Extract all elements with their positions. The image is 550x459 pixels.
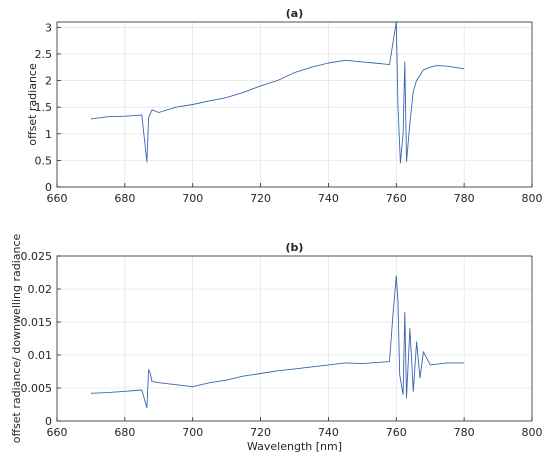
x-tick-label: 760 <box>386 426 407 439</box>
y-tick-label: 0.015 <box>21 316 53 329</box>
x-tick-label: 680 <box>114 192 135 205</box>
y-tick-label: 0 <box>45 415 52 428</box>
x-tick-label: 740 <box>318 426 339 439</box>
y-tick-label: 0.02 <box>28 283 53 296</box>
y-tick-label: 1.5 <box>35 101 53 114</box>
y-tick-label: 3 <box>45 21 52 34</box>
y-axis-label: offset radiance <box>26 63 39 146</box>
y-tick-label: 0.025 <box>21 250 53 263</box>
panel-a-chart: 660 680 700 720 740 760 780 800 0 0.5 1 1.5 2 2.5 3 (a)… <box>26 7 543 205</box>
y-tick-label: 0.005 <box>21 382 53 395</box>
x-tick-label: 660 <box>47 192 68 205</box>
x-tick-label: 760 <box>386 192 407 205</box>
data-series-line <box>90 275 465 409</box>
x-tick-label: 700 <box>182 192 203 205</box>
x-tick-label: 800 <box>522 192 543 205</box>
panel-title: (b) <box>286 241 304 254</box>
y-axis-label: offset radiance/ downwelling radiance <box>10 233 23 443</box>
x-tick-label: 680 <box>114 426 135 439</box>
y-tick-label: 2 <box>45 75 52 88</box>
x-tick-label: 720 <box>250 426 271 439</box>
y-tick-label: 0.01 <box>28 349 53 362</box>
x-tick-label: 660 <box>47 426 68 439</box>
y-tick-label: 2.5 <box>35 48 53 61</box>
y-tick-label: 0 <box>45 181 52 194</box>
x-tick-label: 720 <box>250 192 271 205</box>
plot-frame <box>56 255 533 422</box>
x-axis-label: Wavelength [nm] <box>247 440 342 453</box>
y-tick-label: 0.5 <box>35 154 53 167</box>
y-tick-label: 1 <box>45 128 52 141</box>
x-tick-label: 700 <box>182 426 203 439</box>
x-tick-label: 740 <box>318 192 339 205</box>
x-tick-label: 800 <box>522 426 543 439</box>
x-tick-label: 780 <box>454 426 475 439</box>
panel-b-chart: 660 680 700 720 740 760 780 800 0 0.005 0.01 0.015 0… <box>10 233 543 453</box>
plot-frame <box>56 21 533 188</box>
panel-title: (a) <box>286 7 303 20</box>
data-series-line <box>90 21 465 164</box>
x-tick-label: 780 <box>454 192 475 205</box>
